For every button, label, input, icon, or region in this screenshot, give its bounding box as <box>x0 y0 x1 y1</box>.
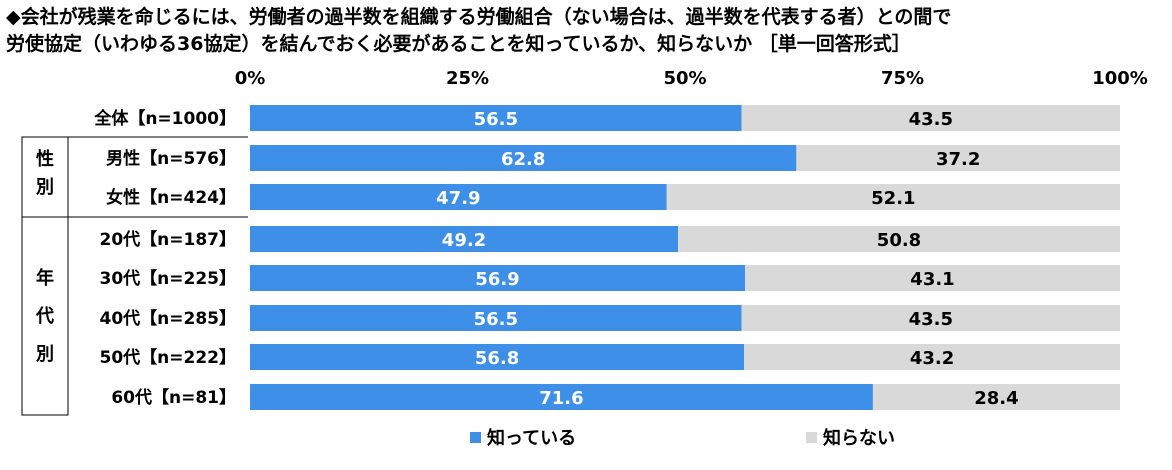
data-label-known: 47.9 <box>436 188 480 209</box>
bar-unknown <box>741 305 1120 331</box>
category-label: 女性【n=424】 <box>106 187 236 208</box>
x-tick-label: 50% <box>663 68 706 89</box>
bar-unknown <box>741 105 1120 131</box>
bar-unknown <box>745 265 1120 291</box>
data-label-known: 49.2 <box>442 230 486 251</box>
bar-known <box>250 105 742 131</box>
data-label-unknown: 28.4 <box>974 388 1018 409</box>
data-label-unknown: 43.5 <box>909 109 953 130</box>
group-label-gender-char: 別 <box>36 177 54 198</box>
group-label-age-char: 別 <box>36 344 54 365</box>
data-label-unknown: 43.5 <box>909 309 953 330</box>
group-label-age-char: 代 <box>35 306 54 327</box>
bar-unknown <box>666 184 1120 210</box>
data-label-unknown: 43.2 <box>910 348 954 369</box>
bar-unknown <box>796 145 1120 171</box>
category-label: 30代【n=225】 <box>100 268 237 289</box>
legend-swatch-unknown <box>806 431 817 443</box>
data-label-unknown: 43.1 <box>910 269 954 290</box>
bar-known <box>250 265 746 291</box>
data-label-unknown: 50.8 <box>877 230 921 251</box>
data-label-known: 56.8 <box>475 348 519 369</box>
bar-known <box>250 344 745 370</box>
bar-known <box>250 384 873 410</box>
data-label-unknown: 37.2 <box>936 149 980 170</box>
category-label: 60代【n=81】 <box>111 387 236 408</box>
bar-known <box>250 305 742 331</box>
legend-item-known: 知っている <box>470 424 576 450</box>
group-label-age-char: 年 <box>36 267 54 289</box>
category-label: 全体【n=1000】 <box>93 108 236 129</box>
bar-unknown <box>678 226 1120 252</box>
category-label: 40代【n=285】 <box>100 308 237 329</box>
bar-known <box>250 184 667 210</box>
data-label-unknown: 52.1 <box>871 188 915 209</box>
bar-known <box>250 226 679 252</box>
legend: 知っている 知らない <box>0 424 1172 454</box>
bar-known <box>250 145 797 171</box>
x-tick-label: 0% <box>235 68 266 89</box>
title-line-2: 労使協定（いわゆる36協定）を結んでおく必要があることを知っているか、知らないか… <box>6 33 911 55</box>
data-label-known: 56.5 <box>474 109 518 130</box>
category-label: 50代【n=222】 <box>100 347 237 368</box>
title-line-1: ◆会社が残業を命じるには、労働者の過半数を組織する労働組合（ない場合は、過半数を… <box>6 6 952 28</box>
group-label-gender-char: 性 <box>36 148 54 170</box>
legend-item-unknown: 知らない <box>806 424 895 450</box>
data-label-known: 56.5 <box>474 309 518 330</box>
data-label-known: 71.6 <box>539 388 583 409</box>
legend-swatch-known <box>470 431 481 443</box>
x-tick-label: 25% <box>446 68 489 89</box>
category-label: 20代【n=187】 <box>100 229 237 250</box>
data-label-known: 56.9 <box>475 269 519 290</box>
legend-label-known: 知っている <box>487 428 577 449</box>
data-label-known: 62.8 <box>501 149 545 170</box>
category-label: 男性【n=576】 <box>106 148 236 169</box>
chart-title: ◆会社が残業を命じるには、労働者の過半数を組織する労働組合（ない場合は、過半数を… <box>6 4 1166 58</box>
bar-unknown <box>744 344 1120 370</box>
group-box-age <box>21 216 69 416</box>
x-tick-label: 100% <box>1092 68 1148 89</box>
bar-unknown <box>872 384 1120 410</box>
x-tick-label: 75% <box>881 68 924 89</box>
legend-label-unknown: 知らない <box>823 428 895 449</box>
